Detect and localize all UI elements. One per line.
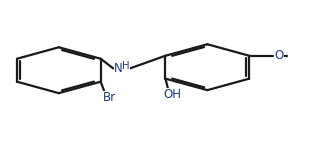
Text: N: N (114, 62, 123, 75)
Text: OH: OH (163, 88, 181, 101)
Text: H: H (122, 61, 130, 71)
Text: Br: Br (103, 92, 116, 104)
Text: O: O (274, 49, 283, 62)
